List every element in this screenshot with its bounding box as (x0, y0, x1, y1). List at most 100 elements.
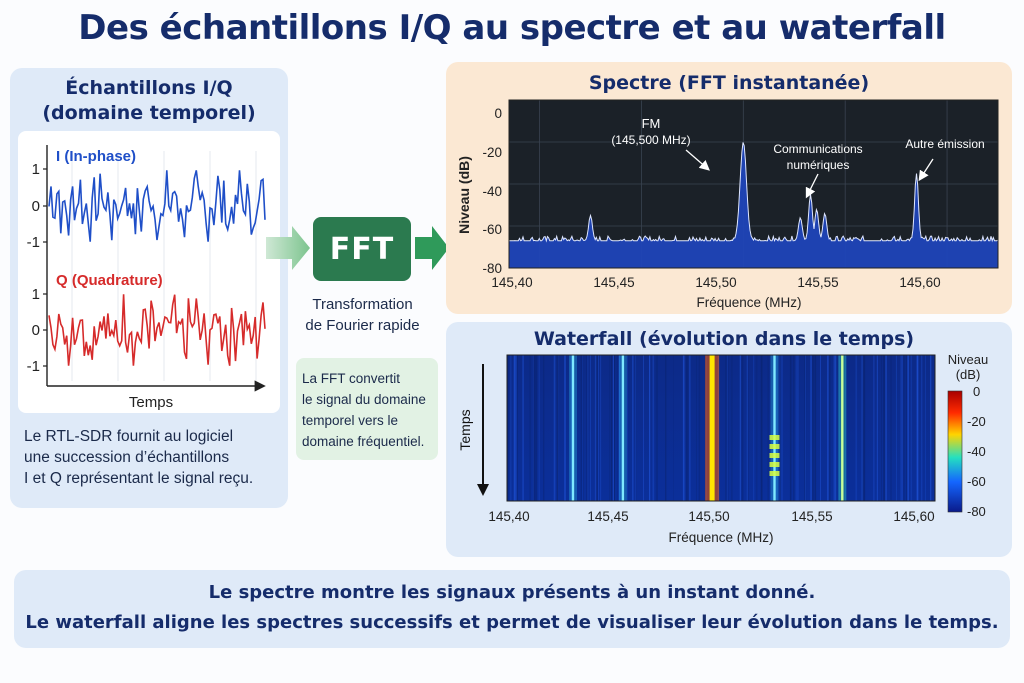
cbar-tick-80: -80 (967, 504, 986, 519)
waterfall-noise-streak (844, 355, 847, 501)
wf-xtick-14550: 145,50 (688, 509, 729, 524)
waterfall-noise-streak (600, 355, 602, 501)
waterfall-noise-streak (843, 355, 845, 501)
i-label: I (In-phase) (56, 148, 136, 165)
waterfall-noise-streak (767, 355, 769, 501)
waterfall-noise-streak (838, 355, 841, 501)
waterfall-noise-streak (903, 355, 905, 501)
q-tick-neg1: -1 (27, 358, 40, 375)
cbar-tick-0: 0 (973, 384, 980, 399)
fm-annotation: FM (642, 116, 661, 131)
spec-xtick-14555: 145,55 (797, 275, 838, 290)
waterfall-noise-streak (726, 355, 727, 501)
other-arrow-icon (918, 158, 934, 182)
waterfall-noise-streak (632, 355, 634, 501)
spec-xtick-14545: 145,45 (593, 275, 634, 290)
waterfall-noise-streak (665, 355, 667, 501)
waterfall-noise-streak (805, 355, 807, 501)
arrow-from-fft-icon (415, 226, 449, 270)
iq-chart-card (18, 131, 280, 413)
digital-arrow-icon (805, 173, 819, 199)
flow-arrows (266, 226, 449, 270)
waterfall-burst (769, 462, 780, 467)
waterfall-noise-streak (855, 355, 858, 501)
waterfall-noise-streak (516, 355, 518, 501)
waterfall-noise-streak (507, 355, 509, 501)
waterfall-noise-streak (533, 355, 534, 501)
other-annotation: Autre émission (905, 137, 984, 151)
fft-note-line4: domaine fréquentiel. (302, 434, 425, 449)
fft-note-box (296, 358, 438, 460)
i-tick-0: 0 (32, 198, 40, 215)
waterfall-noise-streak (543, 355, 545, 501)
spectrum-line (509, 142, 999, 243)
i-tick-1: 1 (32, 161, 40, 178)
waterfall-noise-streak (698, 355, 701, 501)
colorbar (947, 390, 963, 513)
waterfall-noise-streak (910, 355, 913, 501)
waterfall-noise-streak (812, 355, 814, 501)
spec-ytick-20: -20 (482, 145, 502, 160)
waterfall-noise-streak (596, 355, 598, 501)
waterfall-noise-streak (780, 355, 782, 501)
cbar-tick-20: -20 (967, 414, 986, 429)
cbar-tick-40: -40 (967, 444, 986, 459)
waterfall-noise-streak (829, 355, 831, 501)
waterfall-noise-streak (861, 355, 863, 501)
iq-desc-line1: Le RTL-SDR fournit au logiciel (24, 428, 234, 445)
waterfall-noise-streak (883, 355, 886, 501)
iq-chart: 1 0 -1 1 0 -1 I (In-phase) Q (Quadrature… (27, 145, 266, 411)
spec-xtick-14550: 145,50 (695, 275, 736, 290)
q-tick-0: 0 (32, 322, 40, 339)
waterfall-noise-streak (687, 355, 689, 501)
summary-panel (14, 570, 1010, 648)
waterfall-noise-streak (598, 355, 599, 501)
waterfall-noise-streak (586, 355, 588, 501)
waterfall-noise-streak (682, 355, 685, 501)
waterfall-noise-streak (586, 355, 587, 501)
waterfall-noise-streak (901, 355, 903, 501)
waterfall-noise-streak (833, 355, 835, 501)
wf-xtick-14545: 145,45 (587, 509, 628, 524)
waterfall-noise-streak (793, 355, 795, 501)
waterfall-signal-line (841, 355, 844, 501)
spec-xtick-14560: 145,60 (899, 275, 940, 290)
fm-annotation-freq: (145,500 MHz) (611, 133, 690, 147)
spec-ytick-80: -80 (482, 261, 502, 276)
waterfall-noise-streak (652, 355, 655, 501)
waterfall-noise-streak (839, 355, 841, 501)
waterfall-noise-streak (789, 355, 792, 501)
waterfall-noise-streak (900, 355, 902, 501)
waterfall-noise-streak (536, 355, 538, 501)
spec-ytick-0: 0 (494, 106, 502, 121)
waterfall-noise-streak (611, 355, 613, 501)
waterfall-noise-streak (895, 355, 897, 501)
waterfall-noise-streak (835, 355, 837, 501)
waterfall-noise-streak (746, 355, 749, 501)
waterfall-noise-streak (755, 355, 758, 501)
waterfall-noise-streak (746, 355, 749, 501)
waterfall-noise-streak (696, 355, 697, 501)
waterfall-noise-streak (814, 355, 817, 501)
waterfall-noise-streak (609, 355, 611, 501)
waterfall-noise-streak (804, 355, 805, 501)
waterfall-noise-streak (781, 355, 783, 501)
waterfall-signal-line (621, 355, 625, 501)
waterfall-noise-streak (580, 355, 582, 501)
fft-note-line1: La FFT convertit (302, 371, 401, 386)
waterfall-noise-streak (925, 355, 926, 501)
waterfall-noise-streak (590, 355, 591, 501)
spectrum-frame (508, 99, 999, 269)
waterfall-noise-streak (885, 355, 887, 501)
waterfall-noise-streak (515, 355, 517, 501)
spectrum-fill (509, 142, 998, 268)
waterfall-noise-streak (930, 355, 932, 501)
wf-xtick-14560: 145,60 (893, 509, 934, 524)
waterfall-noise-streak (556, 355, 559, 501)
waterfall-noise-streak (689, 355, 691, 501)
waterfall-noise-streak (529, 355, 531, 501)
waterfall-noise-streak (739, 355, 741, 501)
waterfall-noise-streak (635, 355, 637, 501)
waterfall-noise-streak (890, 355, 892, 501)
waterfall-noise-streak (916, 355, 919, 501)
